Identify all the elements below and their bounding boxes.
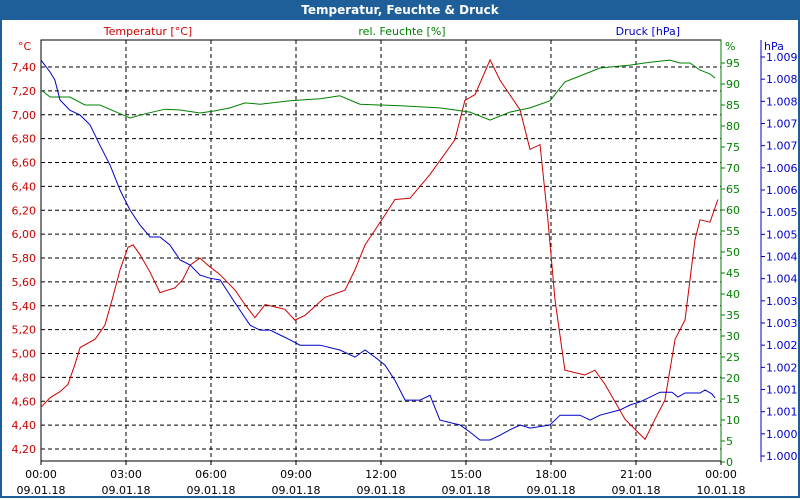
humidity-series-line	[40, 59, 716, 121]
temperature-tick-label: 4,20	[12, 443, 37, 456]
temperature-tick-label: 6,60	[12, 157, 37, 170]
x-tick-date: 09.01.18	[17, 484, 66, 497]
humidity-tick-label: 30	[726, 330, 740, 343]
humidity-tick-label: 5	[726, 435, 733, 448]
x-tick-date: 10.01.18	[697, 484, 746, 497]
x-tick-date: 09.01.18	[187, 484, 236, 497]
pressure-tick-label: 1.005	[766, 206, 798, 219]
legend-humidity: rel. Feuchte [%]	[358, 25, 445, 38]
temperature-tick-label: 5,60	[12, 276, 37, 289]
pressure-tick-label: 1.004	[766, 273, 798, 286]
x-tick-date: 09.01.18	[102, 484, 151, 497]
temperature-tick-label: 7,00	[12, 109, 37, 122]
humidity-tick-label: 75	[726, 141, 740, 154]
pressure-tick-label: 1.000	[766, 450, 798, 463]
x-tick-time: 15:00	[450, 468, 482, 481]
temperature-tick-label: 5,80	[12, 252, 37, 265]
humidity-tick-label: 25	[726, 351, 740, 364]
temperature-tick-label: 6,20	[12, 204, 37, 217]
x-tick-date: 09.01.18	[442, 484, 491, 497]
temperature-tick-label: 6,80	[12, 133, 37, 146]
pressure-tick-label: 1.003	[766, 317, 798, 330]
temperature-tick-label: 6,40	[12, 180, 37, 193]
pressure-tick-label: 1.002	[766, 339, 798, 352]
x-tick-time: 03:00	[110, 468, 142, 481]
pressure-tick-label: 1.005	[766, 228, 798, 241]
temperature-tick-label: 4,60	[12, 395, 37, 408]
pressure-tick-label: 1.007	[766, 118, 798, 131]
x-tick-time: 09:00	[280, 468, 312, 481]
pressure-tick-label: 1.007	[766, 140, 798, 153]
humidity-tick-label: 70	[726, 162, 740, 175]
temperature-tick-label: 7,20	[12, 85, 37, 98]
temperature-tick-label: 5,00	[12, 348, 37, 361]
humidity-tick-label: 55	[726, 225, 740, 238]
pressure-tick-label: 1.009	[766, 51, 798, 64]
temperature-unit-label: °C	[18, 40, 32, 53]
temperature-tick-label: 7,40	[12, 61, 37, 74]
pressure-tick-label: 1.000	[766, 428, 798, 441]
humidity-tick-label: 80	[726, 120, 740, 133]
x-tick-time: 12:00	[365, 468, 397, 481]
pressure-tick-label: 1.008	[766, 73, 798, 86]
humidity-tick-label: 95	[726, 57, 740, 70]
pressure-tick-label: 1.006	[766, 162, 798, 175]
x-tick-date: 09.01.18	[272, 484, 321, 497]
humidity-tick-label: 35	[726, 309, 740, 322]
humidity-tick-label: 40	[726, 288, 740, 301]
x-tick-date: 09.01.18	[527, 484, 576, 497]
pressure-tick-label: 1.001	[766, 406, 798, 419]
legend-temperature: Temperatur [°C]	[103, 25, 192, 38]
humidity-tick-label: 65	[726, 183, 740, 196]
humidity-tick-label: 50	[726, 246, 740, 259]
x-tick-date: 09.01.18	[612, 484, 661, 497]
pressure-tick-label: 1.006	[766, 184, 798, 197]
temperature-tick-label: 5,20	[12, 324, 37, 337]
pressure-tick-label: 1.002	[766, 361, 798, 374]
temperature-tick-label: 4,40	[12, 419, 37, 432]
humidity-tick-label: 10	[726, 414, 740, 427]
x-tick-time: 21:00	[620, 468, 652, 481]
x-tick-date: 09.01.18	[357, 484, 406, 497]
temperature-series-line	[40, 58, 719, 441]
temperature-tick-label: 4,80	[12, 371, 37, 384]
humidity-tick-label: 85	[726, 99, 740, 112]
pressure-unit-label: hPa	[764, 40, 784, 53]
legend-pressure: Druck [hPa]	[616, 25, 680, 38]
x-tick-time: 18:00	[535, 468, 567, 481]
window-title: Temperatur, Feuchte & Druck	[0, 0, 800, 20]
humidity-tick-label: 45	[726, 267, 740, 280]
pressure-series-line	[40, 59, 716, 441]
pressure-tick-label: 1.001	[766, 384, 798, 397]
humidity-tick-label: 20	[726, 372, 740, 385]
humidity-tick-label: 60	[726, 204, 740, 217]
x-tick-time: 00:00	[25, 468, 57, 481]
humidity-tick-label: 0	[726, 456, 733, 469]
x-tick-time: 06:00	[195, 468, 227, 481]
x-tick-time: 00:00	[705, 468, 737, 481]
humidity-tick-label: 90	[726, 78, 740, 91]
humidity-tick-label: 15	[726, 393, 740, 406]
pressure-tick-label: 1.008	[766, 95, 798, 108]
pressure-tick-label: 1.003	[766, 295, 798, 308]
pressure-tick-label: 1.004	[766, 251, 798, 264]
temperature-tick-label: 6,00	[12, 228, 37, 241]
humidity-unit-label: %	[725, 40, 735, 53]
temperature-tick-label: 5,40	[12, 300, 37, 313]
